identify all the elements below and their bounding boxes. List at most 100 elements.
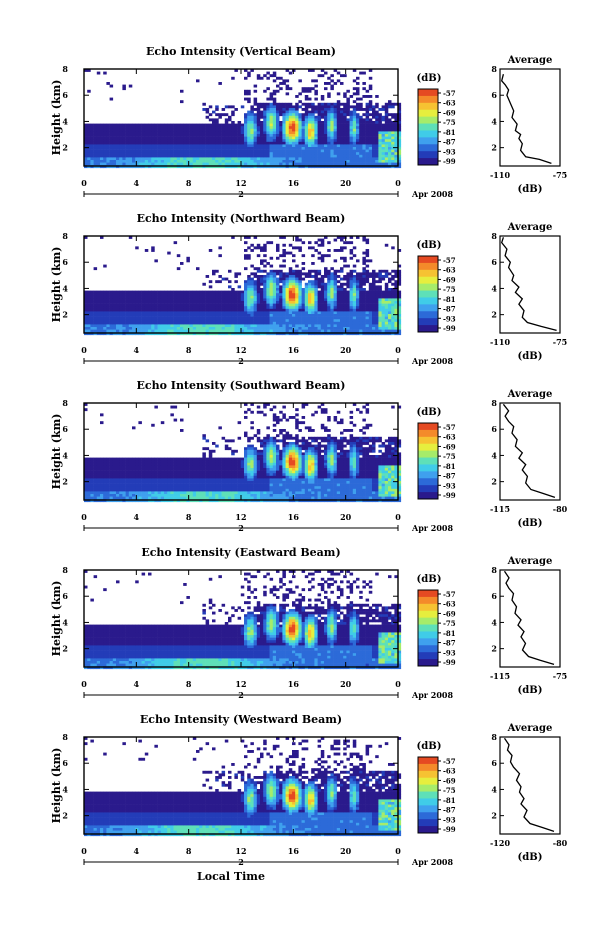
heatmap-cell: [215, 155, 219, 158]
heatmap-cell: [110, 489, 114, 492]
heatmap-cell: [135, 163, 139, 166]
heatmap-cell: [167, 137, 171, 140]
heatmap-cell: [151, 486, 155, 489]
heatmap-cell: [90, 463, 94, 466]
heatmap-cell: [154, 293, 158, 296]
heatmap-cell: [318, 131, 322, 134]
heatmap-cell: [292, 254, 296, 257]
heatmap-cell: [247, 298, 251, 301]
heatmap-cell: [321, 330, 325, 333]
heatmap-cell: [350, 139, 354, 142]
heatmap-cell: [186, 327, 190, 330]
heatmap-cell: [270, 98, 274, 101]
heatmap-cell: [241, 324, 245, 327]
heatmap-cell: [132, 465, 136, 468]
heatmap-cell: [119, 458, 123, 461]
date-marker: 2: [238, 189, 244, 199]
heatmap-cell: [222, 304, 226, 307]
heatmap-cell: [266, 272, 270, 275]
heatmap-cell: [314, 324, 318, 327]
heatmap-cell: [151, 460, 155, 463]
heatmap-cell: [103, 494, 107, 497]
heatmap-cell: [161, 137, 165, 140]
heatmap-cell: [369, 103, 373, 106]
heatmap-cell: [282, 82, 286, 85]
heatmap-cell: [151, 160, 155, 163]
heatmap-cell: [183, 131, 187, 134]
heatmap-cell: [295, 330, 299, 333]
heatmap-cell: [154, 489, 158, 492]
heatmap-cell: [346, 155, 350, 158]
heatmap-cell: [327, 139, 331, 142]
heatmap-cell: [244, 291, 248, 294]
heatmap-cell: [311, 293, 315, 296]
heatmap-cell: [151, 152, 155, 155]
heatmap-cell: [180, 147, 184, 150]
heatmap-cell: [148, 458, 152, 461]
heatmap-cell: [122, 314, 126, 317]
heatmap-cell: [231, 296, 235, 299]
heatmap-cell: [190, 131, 194, 134]
heatmap-cell: [382, 309, 386, 312]
heatmap-cell: [257, 330, 261, 333]
heatmap-cell: [286, 137, 290, 140]
heatmap-cell: [225, 113, 229, 116]
heatmap-cell: [311, 103, 315, 106]
heatmap-cell: [244, 142, 248, 145]
heatmap-cell: [270, 275, 274, 278]
heatmap-cell: [295, 139, 299, 142]
heatmap-cell: [231, 304, 235, 307]
heatmap-cell: [97, 296, 101, 299]
heatmap-cell: [97, 478, 101, 481]
heatmap-cell: [343, 283, 347, 286]
heatmap-cell: [113, 163, 117, 166]
colorbar-swatch: [418, 304, 438, 308]
heatmap-cell: [148, 460, 152, 463]
heatmap-cell: [353, 324, 357, 327]
heatmap-cell: [337, 105, 341, 108]
heatmap-cell: [132, 309, 136, 312]
heatmap-cell: [311, 311, 315, 314]
heatmap-cell: [116, 481, 120, 484]
heatmap-cell: [346, 304, 350, 307]
heatmap-cell: [164, 155, 168, 158]
heatmap-cell: [362, 270, 366, 273]
heatmap-cell: [359, 283, 363, 286]
heatmap-cell: [183, 311, 187, 314]
heatmap-cell: [202, 103, 206, 106]
heatmap-cell: [212, 118, 216, 121]
heatmap-cell: [382, 124, 386, 127]
heatmap-cell: [228, 291, 232, 294]
heatmap-cell: [164, 147, 168, 150]
heatmap-cell: [314, 79, 318, 82]
heatmap-cell: [388, 160, 392, 163]
heatmap-cell: [222, 296, 226, 299]
heatmap-cell: [254, 155, 258, 158]
heatmap-cell: [334, 306, 338, 309]
heatmap-cell: [366, 116, 370, 119]
heatmap-cell: [343, 139, 347, 142]
heatmap-cell: [97, 463, 101, 466]
heatmap-cell: [388, 126, 392, 129]
colorbar-swatch: [418, 106, 438, 110]
heatmap-cell: [346, 265, 350, 268]
heatmap-cell: [302, 142, 306, 145]
heatmap-cell: [369, 327, 373, 330]
heatmap-cell: [244, 314, 248, 317]
heatmap-cell: [122, 481, 126, 484]
heatmap-cell: [132, 497, 136, 500]
heatmap-cell: [90, 311, 94, 314]
heatmap-cell: [337, 113, 341, 116]
heatmap-cell: [244, 137, 248, 140]
heatmap-cell: [154, 319, 158, 322]
heatmap-cell: [97, 471, 101, 474]
heatmap-cell: [314, 280, 318, 283]
heatmap-cell: [279, 131, 283, 134]
heatmap-cell: [308, 87, 312, 90]
heatmap-cell: [126, 309, 130, 312]
heatmap-cell: [350, 293, 354, 296]
heatmap-cell: [135, 458, 139, 461]
heatmap-cell: [263, 280, 267, 283]
heatmap-cell: [254, 157, 258, 160]
heatmap-cell: [164, 322, 168, 325]
